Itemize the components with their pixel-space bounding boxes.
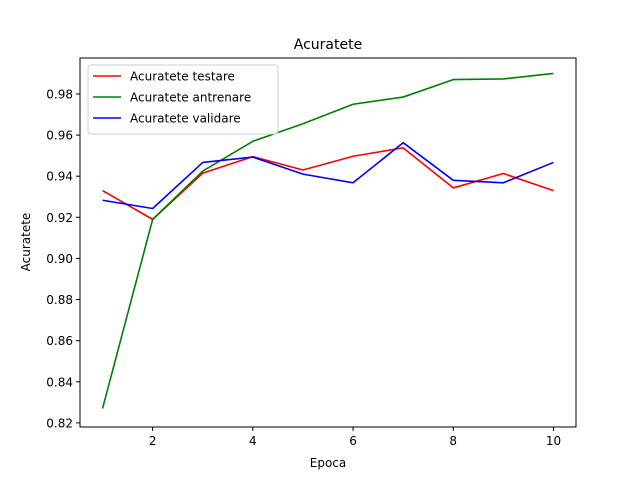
y-tick-label: 0.94 bbox=[46, 170, 73, 184]
x-tick-label: 10 bbox=[546, 434, 561, 448]
series-line-3 bbox=[102, 141, 554, 210]
y-tick-label: 0.88 bbox=[46, 293, 73, 307]
x-axis: 2 4 6 8 10 bbox=[149, 427, 561, 448]
x-axis-label: Epoca bbox=[310, 456, 347, 470]
y-axis: 0.82 0.84 0.86 0.88 0.90 0.92 0.94 0.96 0.98 bbox=[46, 87, 80, 430]
y-tick-label: 0.92 bbox=[46, 211, 73, 225]
series-line-2 bbox=[101, 72, 554, 409]
x-tick-label: 4 bbox=[249, 434, 257, 448]
y-tick-label: 0.96 bbox=[46, 129, 73, 143]
chart-title: Acuratete bbox=[294, 37, 362, 53]
legend-box bbox=[87, 64, 279, 135]
legend-label: Acuratete validare bbox=[130, 112, 241, 126]
series-layer bbox=[101, 72, 554, 409]
series-line-1 bbox=[102, 147, 554, 221]
y-tick-label: 0.82 bbox=[46, 416, 73, 430]
y-tick-label: 0.84 bbox=[46, 375, 73, 389]
x-tick-label: 6 bbox=[349, 434, 357, 448]
plot-area bbox=[79, 57, 577, 428]
x-tick-label: 2 bbox=[149, 434, 157, 448]
legend-label: Acuratete antrenare bbox=[130, 91, 251, 105]
y-axis-label: Acuratete bbox=[19, 213, 33, 272]
y-tick-label: 0.86 bbox=[46, 334, 73, 348]
x-tick-label: 8 bbox=[449, 434, 457, 448]
y-tick-label: 0.90 bbox=[46, 252, 73, 266]
legend: Acuratete testare Acuratete antrenare Acur… bbox=[87, 64, 279, 135]
y-tick-label: 0.98 bbox=[46, 87, 73, 101]
legend-label: Acuratete testare bbox=[130, 70, 235, 84]
